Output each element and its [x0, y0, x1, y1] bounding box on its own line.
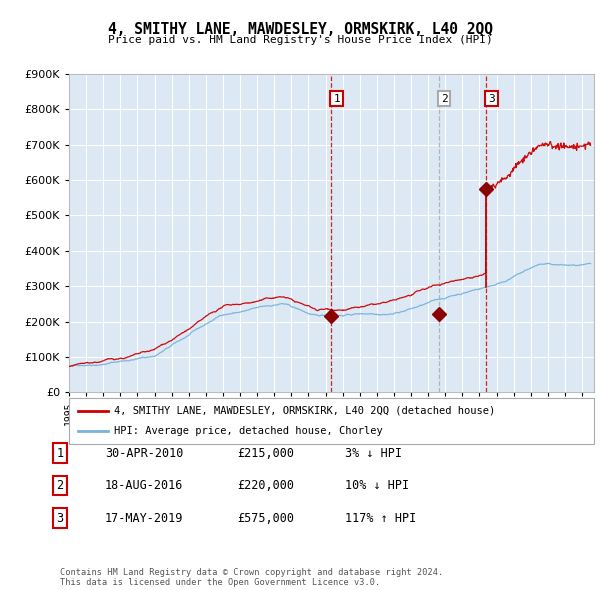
- Text: 3: 3: [56, 512, 64, 525]
- Text: 18-AUG-2016: 18-AUG-2016: [105, 479, 184, 492]
- Text: 1: 1: [56, 447, 64, 460]
- Text: £575,000: £575,000: [237, 512, 294, 525]
- Text: 17-MAY-2019: 17-MAY-2019: [105, 512, 184, 525]
- Text: 30-APR-2010: 30-APR-2010: [105, 447, 184, 460]
- Text: 4, SMITHY LANE, MAWDESLEY, ORMSKIRK, L40 2QQ (detached house): 4, SMITHY LANE, MAWDESLEY, ORMSKIRK, L40…: [114, 406, 495, 416]
- Text: 1: 1: [333, 94, 340, 103]
- Text: Price paid vs. HM Land Registry's House Price Index (HPI): Price paid vs. HM Land Registry's House …: [107, 35, 493, 45]
- Text: 10% ↓ HPI: 10% ↓ HPI: [345, 479, 409, 492]
- Text: 2: 2: [441, 94, 448, 103]
- Text: 2: 2: [56, 479, 64, 492]
- Text: 3: 3: [488, 94, 495, 103]
- Text: 3% ↓ HPI: 3% ↓ HPI: [345, 447, 402, 460]
- Text: Contains HM Land Registry data © Crown copyright and database right 2024.
This d: Contains HM Land Registry data © Crown c…: [60, 568, 443, 587]
- Text: HPI: Average price, detached house, Chorley: HPI: Average price, detached house, Chor…: [114, 426, 383, 436]
- Text: 4, SMITHY LANE, MAWDESLEY, ORMSKIRK, L40 2QQ: 4, SMITHY LANE, MAWDESLEY, ORMSKIRK, L40…: [107, 22, 493, 37]
- Text: £215,000: £215,000: [237, 447, 294, 460]
- Text: £220,000: £220,000: [237, 479, 294, 492]
- Text: 117% ↑ HPI: 117% ↑ HPI: [345, 512, 416, 525]
